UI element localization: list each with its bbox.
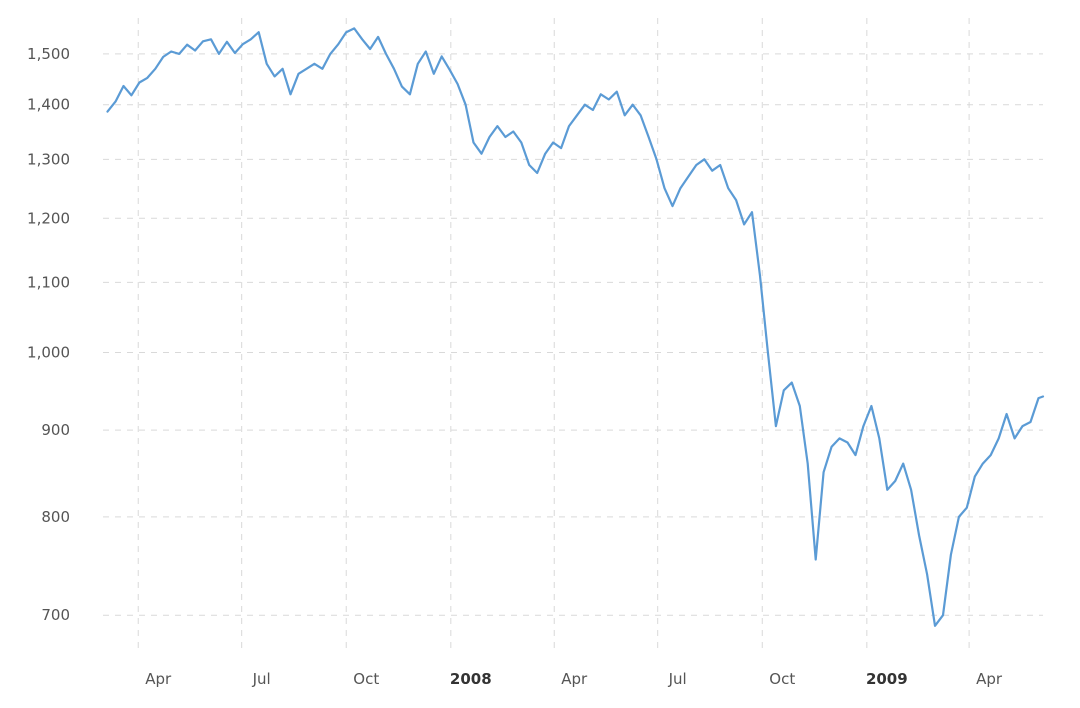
x-tick-label: Jul [252, 670, 271, 688]
x-tick-label: Jul [668, 670, 687, 688]
x-tick-label: 2009 [866, 670, 908, 688]
x-tick-label: Apr [145, 670, 172, 688]
series-layer [106, 27, 1045, 627]
y-tick-label: 1,100 [27, 273, 70, 291]
y-tick-label: 1,300 [27, 150, 70, 168]
x-tick-label: Apr [976, 670, 1003, 688]
x-tick-label: Oct [353, 670, 379, 688]
x-tick-label: Apr [561, 670, 588, 688]
series-line [106, 27, 1045, 627]
y-tick-label: 1,400 [27, 96, 70, 114]
y-tick-label: 800 [41, 508, 70, 526]
x-axis-ticks: Apr Jul Oct 2008 Apr Jul Oct 2009 Apr [145, 670, 1003, 688]
y-tick-label: 1,000 [27, 344, 70, 362]
y-tick-label: 1,200 [27, 209, 70, 227]
y-tick-label: 900 [41, 421, 70, 439]
y-axis-ticks: 700 800 900 1,000 1,100 1,200 1,300 1,400 1,500 [27, 45, 70, 624]
y-tick-label: 700 [41, 606, 70, 624]
x-tick-label: 2008 [450, 670, 492, 688]
x-tick-label: Oct [769, 670, 795, 688]
gridlines [103, 18, 1043, 653]
y-tick-label: 1,500 [27, 45, 70, 63]
